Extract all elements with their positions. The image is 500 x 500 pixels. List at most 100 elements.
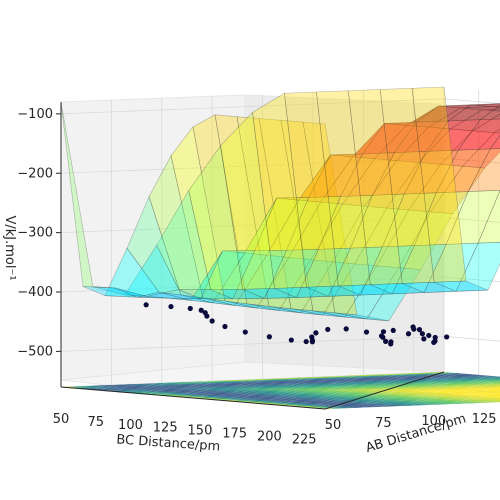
contour-cell — [490, 381, 500, 383]
contour-cell — [220, 397, 238, 399]
contour-cell — [444, 387, 462, 389]
contour-cell — [194, 391, 212, 393]
contour-cell — [272, 389, 290, 391]
contour-cell — [290, 394, 308, 396]
contour-cell — [494, 383, 500, 385]
contour-cell — [430, 384, 448, 386]
contour-cell — [400, 387, 418, 389]
contour-cell — [88, 386, 106, 388]
contour-cell — [388, 378, 406, 380]
surface-patch — [430, 165, 486, 214]
surface-patch — [212, 252, 268, 306]
contour-cell — [485, 388, 500, 390]
contour-cell — [276, 393, 294, 395]
contour-cell — [203, 386, 221, 388]
trajectory-point — [411, 326, 417, 332]
contour-cell — [418, 379, 436, 381]
contour-cell — [424, 386, 442, 387]
surface-patch — [393, 120, 449, 154]
contour-cell — [392, 393, 410, 395]
contour-cell — [343, 402, 361, 404]
contour-cell — [295, 398, 313, 400]
contour-cell — [178, 382, 196, 384]
contour-cell — [192, 384, 210, 385]
contour-cell — [261, 398, 279, 400]
contour-cell — [388, 380, 406, 382]
contour-cell — [351, 394, 369, 396]
contour-cell — [217, 387, 235, 389]
contour-cell — [352, 386, 370, 388]
contour-cell — [208, 392, 226, 394]
contour-cell — [95, 386, 113, 388]
surface-patch — [236, 116, 292, 310]
contour-cell — [371, 380, 389, 382]
contour-cell — [122, 389, 140, 391]
contour-cell — [226, 381, 244, 383]
contour-cell — [323, 376, 341, 378]
contour-cell — [275, 399, 293, 401]
contour-cell — [465, 389, 483, 391]
contour-cell — [439, 378, 457, 380]
contour-cell — [192, 381, 210, 383]
contour-cell — [257, 383, 275, 385]
y-tick-label: 125 — [472, 412, 497, 427]
contour-cell — [304, 382, 322, 384]
surface-patch — [489, 134, 500, 150]
contour-cell — [246, 383, 264, 385]
surface-patch — [386, 162, 442, 211]
contour-cell — [277, 384, 295, 386]
contour-cell — [189, 384, 207, 386]
contour-cell — [400, 385, 418, 387]
contour-cell — [198, 382, 216, 384]
contour-cell — [417, 374, 435, 376]
surface-patch — [379, 87, 435, 284]
contour-cell — [387, 375, 405, 377]
contour-cell — [235, 390, 253, 391]
contour-cell — [221, 388, 239, 390]
contour-cell — [252, 390, 270, 392]
contour-cell — [253, 395, 271, 397]
contour-cell — [175, 394, 193, 396]
contour-cell — [256, 380, 274, 382]
contour-cell — [345, 383, 363, 385]
contour-cell — [410, 373, 428, 375]
contour-cell — [344, 405, 362, 407]
contour-cell — [470, 393, 488, 395]
contour-cell — [279, 392, 297, 394]
contour-cell — [348, 406, 366, 408]
contour-cell — [223, 396, 241, 398]
contour-cell — [448, 400, 466, 402]
contour-cell — [413, 383, 431, 385]
contour-cell — [216, 398, 234, 400]
contour-cell — [196, 385, 214, 387]
contour-cell — [141, 383, 159, 385]
z-axis-title: V/kJ.mol⁻¹ — [2, 215, 17, 280]
contour-cell — [282, 377, 300, 379]
contour-cell — [213, 385, 231, 387]
trajectory-point — [168, 303, 174, 310]
contour-cell — [333, 400, 351, 402]
contour-cell — [254, 386, 272, 388]
contour-cell — [320, 390, 338, 392]
contour-cell — [358, 392, 376, 394]
surface-patch — [268, 306, 323, 316]
contour-cell — [146, 387, 164, 389]
contour-cell — [178, 393, 196, 395]
surface-patch — [347, 89, 403, 285]
contour-cell — [437, 384, 455, 386]
contour-cell — [321, 395, 339, 397]
contour-cell — [448, 375, 466, 377]
contour-cell — [291, 397, 309, 399]
contour-cell — [287, 384, 305, 386]
contour-cell — [105, 386, 123, 388]
contour-cell — [382, 396, 400, 398]
contour-cell — [398, 402, 416, 404]
contour-cell — [350, 376, 368, 378]
contour-cell — [213, 396, 231, 398]
contour-cell — [367, 378, 385, 380]
contour-cell — [159, 386, 177, 388]
surface-patch — [417, 128, 474, 165]
contour-cell — [173, 389, 191, 391]
surface-patch — [124, 244, 180, 297]
